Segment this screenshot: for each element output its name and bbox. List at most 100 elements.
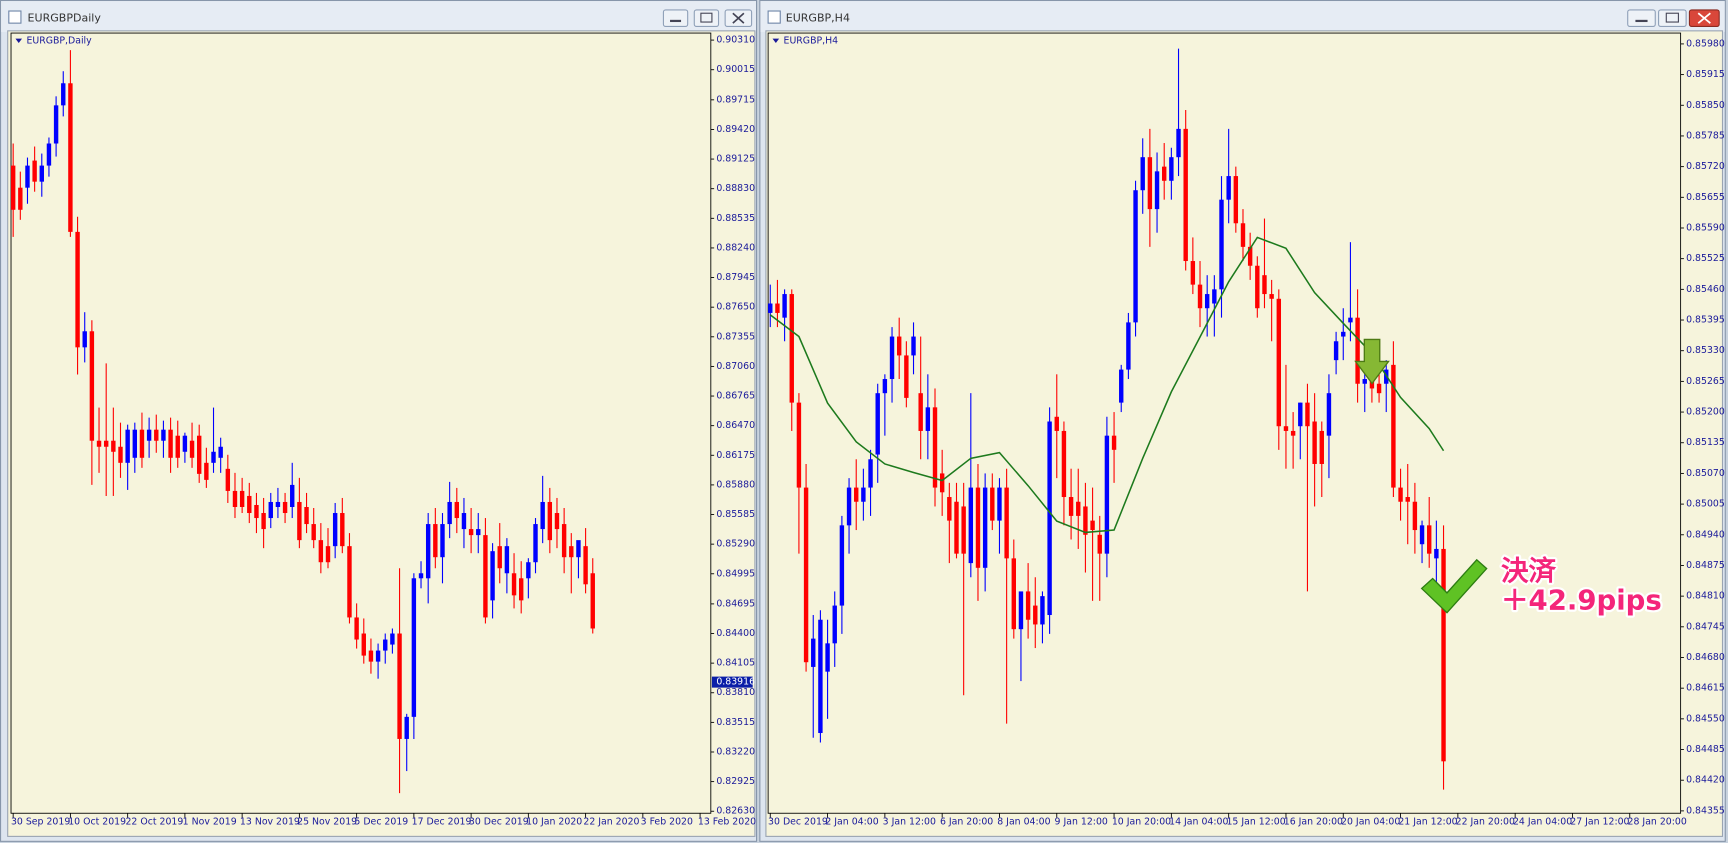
candle-body: [96, 440, 102, 447]
y-tick-label: 0.87060: [716, 361, 755, 372]
y-tick-label: 0.82630: [716, 806, 755, 817]
candle-body: [1255, 265, 1260, 309]
candle-body: [1326, 393, 1332, 436]
candle-body: [954, 501, 959, 554]
maximize-button[interactable]: [693, 9, 720, 27]
y-tick-label: 0.83515: [716, 717, 755, 728]
candle-body: [1154, 171, 1160, 210]
candle-body: [1240, 223, 1246, 247]
x-tick-label: 16 Jan 20:00: [1284, 817, 1343, 828]
candle-body: [1376, 383, 1382, 394]
candle-body: [404, 716, 409, 739]
candle-body: [1262, 275, 1267, 295]
minimize-button[interactable]: [662, 9, 689, 27]
y-tick-label: 0.85395: [1686, 315, 1725, 326]
candle-body: [297, 501, 302, 541]
x-tick-label: 13 Feb 2020: [698, 817, 756, 828]
candle-body: [397, 633, 402, 739]
x-tick-label: 2 Jan 04:00: [825, 817, 878, 828]
candle-body: [61, 83, 66, 106]
candle-body: [232, 490, 238, 507]
candle-body: [111, 440, 116, 452]
candle-body: [497, 546, 502, 569]
y-tick-label: 0.84995: [716, 568, 755, 579]
candle-body: [53, 105, 59, 144]
candle-body: [1269, 294, 1274, 299]
close-icon: [1697, 12, 1711, 24]
x-tick-label: 10 Jan 2020: [526, 817, 582, 828]
x-tick-label: 27 Jan 12:00: [1570, 817, 1629, 828]
x-tick-label: 17 Dec 2019: [412, 817, 472, 828]
candle-body: [1312, 421, 1317, 464]
candle-body: [361, 633, 366, 656]
candle-body: [1011, 558, 1016, 630]
candle-body: [225, 468, 231, 491]
x-tick-label: 22 Jan 2020: [583, 817, 639, 828]
candle-body: [1090, 520, 1095, 531]
candle-body: [239, 490, 245, 507]
candle-body: [990, 487, 995, 521]
candle-body: [576, 540, 581, 558]
y-tick-label: 0.85290: [716, 539, 755, 550]
candle-body: [468, 529, 474, 536]
y-tick-label: 0.89715: [716, 94, 755, 105]
candle-body: [832, 605, 837, 644]
candle-body: [433, 524, 438, 558]
candle-body: [447, 501, 452, 525]
candle-body: [103, 440, 109, 447]
maximize-button[interactable]: [1658, 9, 1687, 27]
candle-body: [10, 165, 16, 210]
candle-body: [1276, 298, 1282, 427]
x-tick-label: 22 Jan 20:00: [1456, 817, 1515, 828]
candle-body: [1183, 128, 1188, 262]
candle-body: [32, 160, 37, 182]
candle-body: [325, 546, 331, 563]
y-tick-label: 0.88830: [716, 183, 755, 194]
candle-body: [1197, 284, 1203, 309]
y-tick-label: 0.83220: [716, 746, 755, 757]
candle-body: [354, 617, 359, 640]
candle-body: [904, 355, 909, 398]
y-tick-label: 0.85525: [1686, 253, 1725, 264]
chart-area: [7, 30, 756, 837]
window-title: EURGBPDaily: [28, 12, 102, 25]
window-buttons[interactable]: [1627, 9, 1720, 27]
minimize-icon: [1635, 19, 1648, 23]
candle-body: [261, 513, 266, 530]
candle-body: [1097, 534, 1102, 554]
candle-body: [868, 459, 873, 488]
chart-area: [765, 30, 1724, 837]
candle-body: [1362, 379, 1367, 384]
candle-body: [1104, 435, 1110, 554]
candle-body: [1283, 426, 1289, 431]
candle-body: [1355, 317, 1360, 384]
candle-body: [768, 303, 773, 313]
chart-menu-icon[interactable]: [15, 38, 23, 43]
minimize-button[interactable]: [1627, 9, 1656, 27]
plot-frame: [10, 32, 712, 814]
candle-body: [132, 429, 138, 458]
candle-body: [46, 143, 52, 166]
candle-body: [1290, 430, 1296, 436]
candle-body: [982, 487, 988, 568]
candle-body: [39, 165, 44, 182]
candle-body: [1319, 430, 1324, 464]
candle-body: [440, 524, 445, 558]
x-tick-label: 30 Sep 2019: [11, 817, 70, 828]
window-buttons[interactable]: [662, 9, 753, 27]
candle-body: [332, 513, 338, 547]
candle-body: [818, 619, 823, 734]
y-tick-label: 0.85590: [1686, 222, 1725, 233]
candle-body: [1427, 525, 1432, 554]
candle-body: [1419, 525, 1425, 545]
candle-body: [275, 501, 281, 507]
candle-body: [1190, 261, 1196, 285]
candle-body: [154, 429, 159, 441]
candle-body: [846, 487, 852, 526]
chart-menu-icon[interactable]: [772, 38, 780, 43]
candle-body: [511, 573, 517, 596]
candle-body: [997, 487, 1002, 521]
y-tick-label: 0.85915: [1686, 69, 1725, 80]
candle-body: [175, 435, 180, 458]
